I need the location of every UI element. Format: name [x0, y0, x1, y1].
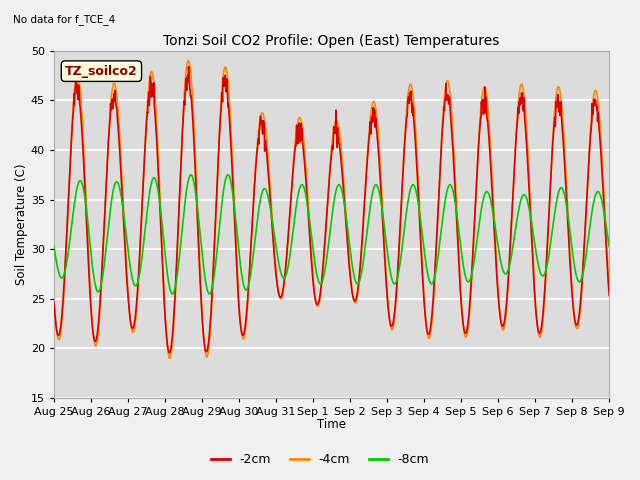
Line: -4cm: -4cm [54, 60, 609, 358]
-4cm [605, 288, 613, 294]
Title: Tonzi Soil CO2 Profile: Open (East) Temperatures: Tonzi Soil CO2 Profile: Open (East) Temp… [163, 34, 500, 48]
-4cm [491, 232, 499, 238]
-8cm [174, 267, 182, 273]
-2cm [491, 242, 499, 248]
-4cm [166, 355, 173, 361]
-2cm [605, 292, 613, 298]
-2cm [540, 298, 548, 304]
-8cm [50, 244, 58, 250]
Y-axis label: Soil Temperature (C): Soil Temperature (C) [15, 164, 28, 285]
-2cm [166, 350, 173, 356]
-8cm [419, 233, 426, 239]
Text: TZ_soilco2: TZ_soilco2 [65, 65, 138, 78]
-2cm [50, 299, 58, 305]
-4cm [184, 58, 192, 63]
-8cm [605, 244, 613, 250]
-4cm [50, 295, 58, 300]
Text: No data for f_TCE_4: No data for f_TCE_4 [13, 14, 115, 25]
-4cm [174, 238, 182, 244]
Legend: -2cm, -4cm, -8cm: -2cm, -4cm, -8cm [206, 448, 434, 471]
-8cm [168, 291, 176, 297]
-8cm [160, 239, 168, 245]
-2cm [419, 272, 426, 278]
-8cm [187, 172, 195, 178]
X-axis label: Time: Time [317, 419, 346, 432]
-2cm [174, 232, 182, 238]
-2cm [236, 321, 244, 326]
-8cm [491, 222, 499, 228]
-8cm [540, 272, 548, 278]
-4cm [236, 319, 244, 325]
-4cm [160, 287, 168, 292]
-2cm [160, 293, 168, 299]
-4cm [419, 265, 426, 271]
-8cm [236, 261, 244, 267]
-2cm [185, 64, 193, 70]
-4cm [540, 305, 548, 311]
Line: -8cm: -8cm [54, 175, 609, 294]
Line: -2cm: -2cm [54, 67, 609, 353]
